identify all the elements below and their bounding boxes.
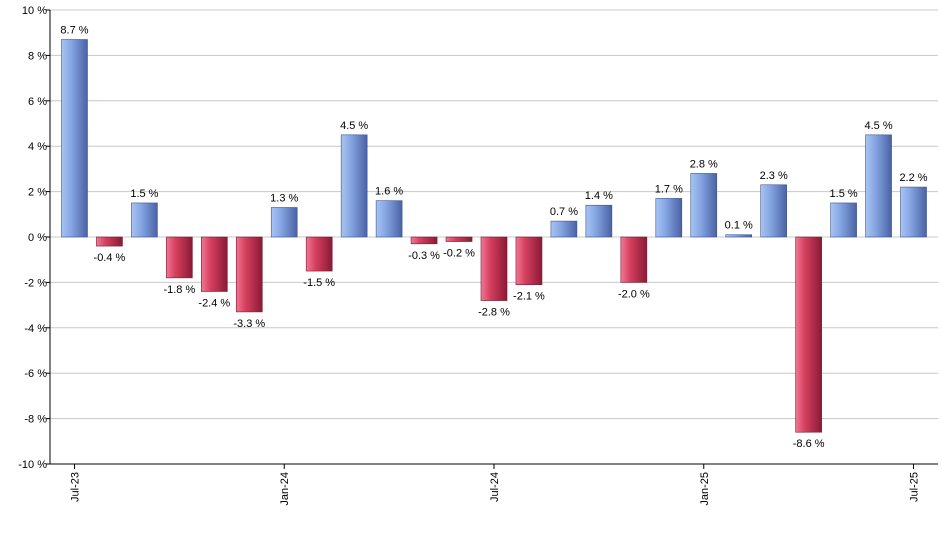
data-label: 1.5 % xyxy=(130,188,158,200)
y-tick-label: -8 % xyxy=(24,414,47,426)
x-tick-label: Jan-24 xyxy=(279,472,291,506)
data-label: 4.5 % xyxy=(340,120,368,132)
bar xyxy=(201,236,228,292)
bar xyxy=(480,236,508,301)
data-label: -1.8 % xyxy=(163,284,195,296)
bar xyxy=(270,207,298,238)
y-tick-label: -6 % xyxy=(24,368,47,380)
data-label: 1.5 % xyxy=(830,188,858,200)
data-label: -8.6 % xyxy=(793,438,825,450)
data-labels: 8.7 % -0.4 % 1.5 % -1.8 %-2.4 %-3.3 % 1.3 % -… xyxy=(60,25,927,451)
y-tick-label: -2 % xyxy=(24,277,47,289)
y-tick-label: 0 % xyxy=(28,232,47,244)
y-tick-label: -4 % xyxy=(24,323,47,335)
y-tick-label: -10 % xyxy=(18,459,47,471)
bar xyxy=(795,236,822,433)
data-label: 4.5 % xyxy=(864,120,892,132)
bar xyxy=(760,184,787,238)
data-label: 1.7 % xyxy=(655,183,683,195)
y-tick-label: 2 % xyxy=(28,187,47,199)
data-label: -1.5 % xyxy=(303,277,335,289)
bars xyxy=(61,39,927,433)
y-tick-label: 6 % xyxy=(28,96,47,108)
x-tick-label: Jan-25 xyxy=(699,472,711,506)
data-label: -0.4 % xyxy=(94,252,126,264)
bar xyxy=(340,134,368,238)
bar xyxy=(410,236,438,245)
data-label: -2.0 % xyxy=(618,288,650,300)
bar xyxy=(61,39,88,238)
data-label: 0.7 % xyxy=(550,206,578,218)
data-label: -2.4 % xyxy=(198,297,230,309)
bar xyxy=(445,236,473,242)
bar xyxy=(620,236,648,283)
data-label: 2.3 % xyxy=(760,170,788,182)
bar xyxy=(865,134,892,238)
x-tick-label: Jul-24 xyxy=(489,472,501,502)
bar xyxy=(235,236,263,313)
bar xyxy=(166,236,193,279)
data-label: -2.8 % xyxy=(478,307,510,319)
data-label: -3.3 % xyxy=(233,318,265,330)
x-tick-label: Jul-25 xyxy=(909,472,921,502)
bar xyxy=(585,204,613,238)
x-tick-label: Jul-23 xyxy=(69,472,81,502)
bar xyxy=(830,202,857,238)
data-label: -0.3 % xyxy=(408,250,440,262)
y-tick-label: 4 % xyxy=(28,141,47,153)
data-label: 0.1 % xyxy=(725,220,753,232)
y-tick-label: 10 % xyxy=(22,5,47,17)
bar xyxy=(96,236,123,247)
bar xyxy=(725,234,753,238)
bar xyxy=(375,200,403,238)
data-label: 1.4 % xyxy=(585,190,613,202)
bar xyxy=(305,236,333,272)
data-label: -2.1 % xyxy=(513,291,545,303)
data-label: 1.3 % xyxy=(270,192,298,204)
data-label: 2.8 % xyxy=(690,158,718,170)
axes: 10 % 8 % 6 % 4 % 2 % 0 % -2 % -4 % -6 % -8 % -10 %… xyxy=(18,5,938,506)
y-tick-label: 8 % xyxy=(28,50,47,62)
data-label: 1.6 % xyxy=(375,186,403,198)
bar xyxy=(900,186,927,238)
bar xyxy=(515,236,543,285)
bar xyxy=(690,173,718,238)
bar xyxy=(655,198,683,238)
data-label: 2.2 % xyxy=(899,172,927,184)
data-label: -0.2 % xyxy=(443,248,475,260)
bar xyxy=(131,202,158,238)
data-label: 8.7 % xyxy=(60,25,88,37)
bar xyxy=(550,220,578,238)
